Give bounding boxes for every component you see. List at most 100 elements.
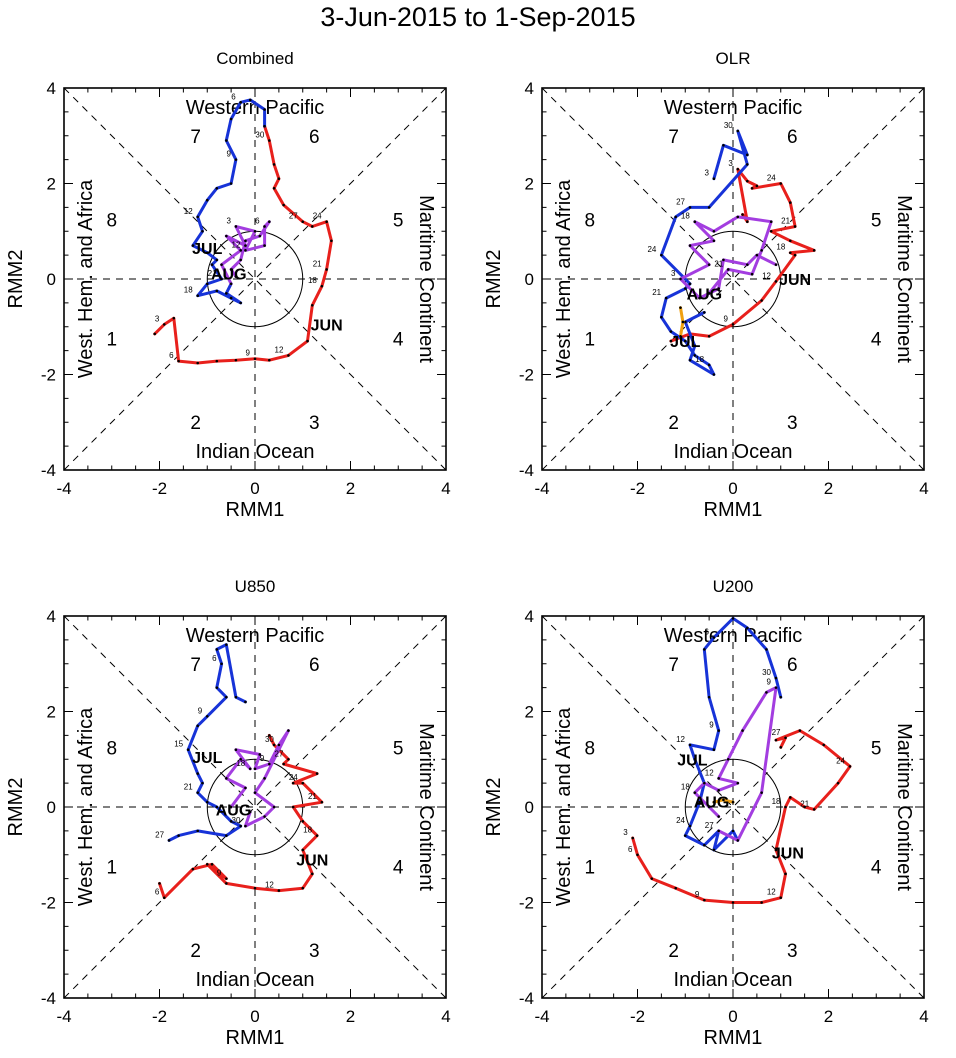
- day-label: 21: [208, 269, 217, 278]
- day-marker: [272, 743, 276, 747]
- phase-label: 4: [393, 329, 404, 350]
- day-marker: [315, 834, 319, 837]
- day-marker: [201, 781, 204, 785]
- day-label: 18: [695, 355, 704, 364]
- day-label: 12: [767, 888, 776, 897]
- day-marker: [229, 296, 233, 300]
- day-marker: [277, 743, 281, 747]
- month-label-jun: JUN: [779, 272, 811, 289]
- y-tick-label: 4: [525, 607, 534, 626]
- trajectory-jul: [659, 129, 749, 376]
- day-marker: [263, 244, 266, 247]
- day-marker: [746, 626, 749, 630]
- day-marker: [325, 268, 328, 271]
- day-marker: [162, 323, 166, 326]
- region-label-left: West. Hem. and Africa: [553, 179, 575, 378]
- phase-label: 2: [190, 941, 201, 962]
- day-marker: [679, 306, 682, 309]
- month-label-jun: JUN: [772, 845, 804, 862]
- day-marker: [229, 117, 233, 121]
- day-marker: [698, 296, 701, 300]
- day-marker: [315, 772, 319, 775]
- trajectory-group: [158, 643, 324, 900]
- day-marker: [215, 805, 219, 809]
- day-label: 27: [676, 197, 685, 206]
- day-label: 30: [265, 735, 274, 744]
- trajectory-aug: [693, 686, 778, 842]
- day-label: 6: [231, 92, 236, 101]
- day-marker: [253, 357, 257, 361]
- day-label: 3: [217, 635, 222, 644]
- day-marker: [244, 786, 247, 790]
- day-label: 9: [724, 314, 729, 323]
- day-marker: [679, 277, 682, 281]
- region-label-top: Western Pacific: [186, 97, 325, 119]
- day-marker: [177, 834, 180, 837]
- region-label-bottom: Indian Ocean: [196, 969, 315, 991]
- region-label-right: Maritime Continent: [893, 195, 915, 363]
- day-label: 12: [232, 240, 241, 249]
- day-marker: [244, 700, 247, 704]
- day-marker: [196, 772, 199, 775]
- day-marker: [205, 282, 209, 286]
- day-marker: [158, 882, 161, 885]
- day-marker: [215, 258, 219, 262]
- day-marker: [736, 215, 740, 219]
- day-label: 15: [174, 740, 183, 749]
- day-marker: [731, 829, 735, 833]
- day-label: 9: [226, 150, 231, 159]
- day-marker: [731, 901, 735, 904]
- day-label: 21: [800, 799, 809, 808]
- y-tick-label: -4: [519, 989, 534, 1008]
- day-marker: [722, 258, 725, 262]
- day-marker: [205, 800, 209, 804]
- day-marker: [731, 323, 735, 326]
- day-marker: [268, 762, 271, 766]
- day-label: 24: [289, 773, 298, 782]
- day-marker: [263, 108, 266, 111]
- day-marker: [301, 781, 305, 785]
- day-label: 12: [275, 345, 284, 354]
- day-label: 18: [236, 759, 245, 768]
- day-label: 30: [762, 668, 771, 677]
- region-label-bottom: Indian Ocean: [674, 441, 793, 463]
- day-marker: [769, 229, 773, 233]
- month-label-jun: JUN: [296, 853, 328, 870]
- day-marker: [225, 695, 228, 699]
- phase-label: 7: [668, 655, 679, 676]
- unit-circle: [684, 758, 782, 856]
- day-marker: [320, 284, 324, 288]
- panel-title: U200: [713, 577, 754, 596]
- day-marker: [698, 800, 701, 804]
- day-marker: [693, 344, 697, 348]
- day-label: 3: [226, 216, 231, 225]
- day-label: 21: [184, 783, 193, 792]
- day-marker: [703, 648, 706, 651]
- day-marker: [220, 277, 223, 281]
- day-marker: [205, 251, 209, 255]
- x-axis-label: RMM1: [704, 1027, 763, 1049]
- day-marker: [306, 339, 309, 343]
- day-label: 6: [704, 627, 709, 636]
- day-marker: [755, 184, 759, 188]
- trajectory-group: [631, 616, 852, 904]
- y-tick-label: -2: [41, 366, 56, 385]
- day-label: 24: [836, 756, 845, 765]
- day-marker: [225, 777, 228, 780]
- figure-title: 3-Jun-2015 to 1-Sep-2015: [320, 2, 636, 32]
- x-tick-label: 4: [919, 479, 928, 498]
- day-marker: [201, 229, 204, 233]
- day-marker: [774, 686, 778, 689]
- day-label: 9: [695, 890, 700, 899]
- trajectory-group: [153, 98, 333, 365]
- x-tick-label: 4: [441, 479, 450, 498]
- x-tick-label: 4: [919, 1007, 928, 1026]
- day-label: 12: [265, 881, 274, 890]
- day-marker: [774, 848, 778, 852]
- phase-label: 4: [871, 329, 882, 350]
- phase-label: 6: [787, 655, 798, 676]
- day-marker: [731, 800, 735, 804]
- day-marker: [277, 889, 281, 892]
- region-label-bottom: Indian Ocean: [674, 969, 793, 991]
- day-marker: [244, 249, 247, 252]
